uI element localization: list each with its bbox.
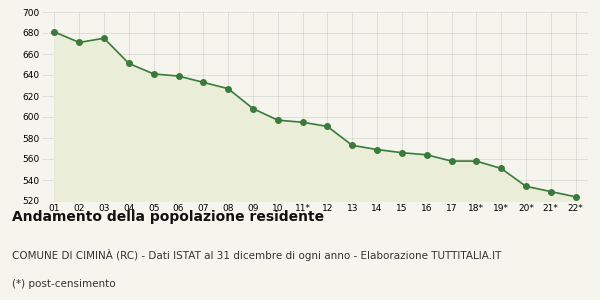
Point — [174, 74, 184, 78]
Point — [124, 61, 134, 66]
Point — [99, 36, 109, 40]
Point — [546, 189, 556, 194]
Point — [199, 80, 208, 85]
Point — [397, 150, 407, 155]
Text: Andamento della popolazione residente: Andamento della popolazione residente — [12, 210, 324, 224]
Point — [323, 124, 332, 129]
Point — [571, 194, 580, 199]
Point — [447, 159, 457, 164]
Point — [74, 40, 84, 45]
Point — [50, 29, 59, 34]
Point — [273, 118, 283, 122]
Point — [496, 166, 506, 171]
Text: COMUNE DI CIMINÀ (RC) - Dati ISTAT al 31 dicembre di ogni anno - Elaborazione TU: COMUNE DI CIMINÀ (RC) - Dati ISTAT al 31… — [12, 249, 502, 261]
Point — [472, 159, 481, 164]
Point — [347, 143, 357, 148]
Point — [298, 120, 307, 125]
Point — [248, 106, 258, 111]
Point — [223, 86, 233, 91]
Point — [149, 71, 158, 76]
Text: (*) post-censimento: (*) post-censimento — [12, 279, 116, 289]
Point — [521, 184, 531, 189]
Point — [422, 152, 431, 157]
Point — [372, 147, 382, 152]
